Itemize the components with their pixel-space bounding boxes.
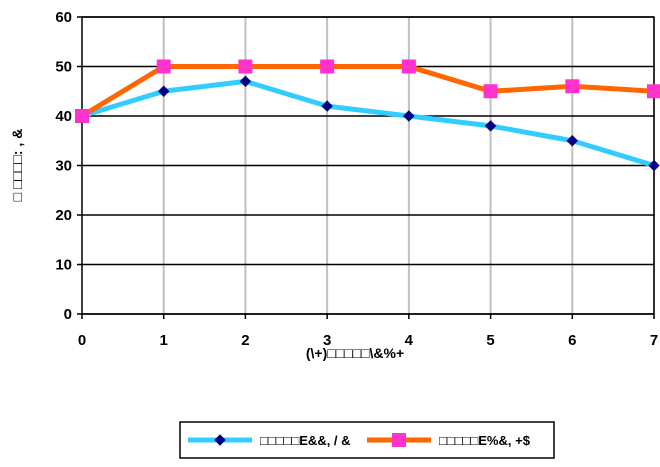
y-axis-title: □ □□□□: , & (9, 129, 25, 202)
series-1-point (566, 135, 578, 147)
y-tick-label: 50 (55, 59, 72, 76)
series-2 (75, 59, 660, 123)
series-1-line (79, 78, 657, 168)
series-2-line (79, 64, 657, 119)
series-2-point (647, 84, 660, 99)
x-tick-label: 5 (486, 332, 494, 349)
y-tick-label: 40 (55, 108, 72, 125)
series-1-point (158, 85, 170, 97)
tick-labels: 0 10 20 30 40 50 60 0 1 2 3 4 5 6 7 (55, 9, 658, 349)
x-tick-label: 7 (650, 332, 658, 349)
series-2-point (565, 79, 580, 94)
series-1 (76, 75, 660, 172)
series-1-point (403, 110, 415, 122)
series-1-point (239, 75, 252, 88)
y-tick-label: 10 (55, 257, 72, 274)
series (75, 59, 660, 172)
x-tick-label: 3 (323, 332, 331, 349)
x-tick-label: 4 (405, 332, 414, 349)
x-tick-label: 6 (568, 332, 576, 349)
series-2-point (156, 59, 171, 74)
x-tick-label: 1 (160, 332, 168, 349)
legend: □□□□□E&&, / & □□□□□E%&, +$ (179, 421, 555, 459)
legend-marker-1 (214, 434, 226, 446)
y-tick-label: 0 (64, 306, 72, 323)
legend-label-1: □□□□□E&&, / & (260, 433, 351, 448)
y-tick-label: 30 (55, 158, 72, 175)
y-tick-label: 20 (55, 207, 72, 224)
series-1-point (321, 100, 333, 112)
series-2-point (75, 109, 89, 123)
series-2-point (401, 59, 416, 74)
legend-marker-2 (392, 433, 406, 447)
series-1-point (648, 159, 660, 172)
x-axis-title: (\+)□□□□□\&%+ (306, 345, 404, 361)
legend-label-2: □□□□□E%&, +$ (439, 433, 531, 448)
x-tick-label: 2 (241, 332, 249, 349)
series-2-point (320, 59, 335, 74)
x-tick-label: 0 (78, 332, 86, 349)
y-tick-label: 60 (55, 9, 72, 26)
series-2-point (483, 84, 498, 99)
series-2-point (238, 59, 253, 74)
series-1-point (484, 120, 497, 132)
